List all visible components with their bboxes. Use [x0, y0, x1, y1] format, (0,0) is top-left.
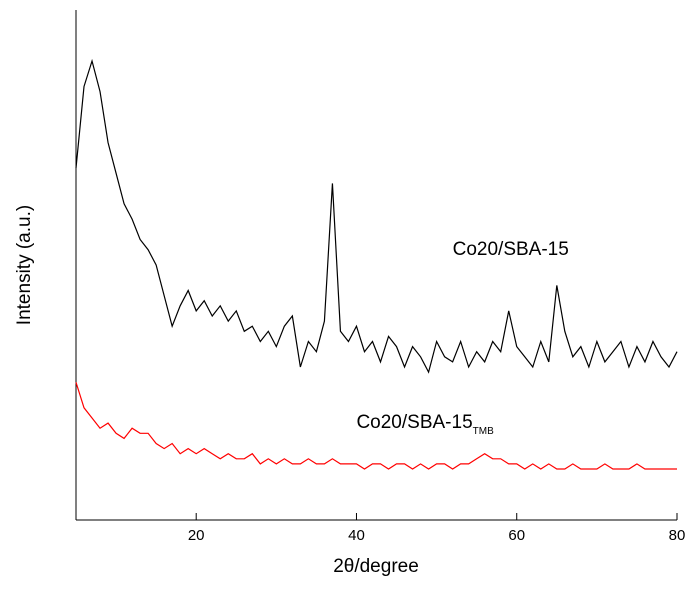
x-tick-label: 80 [669, 527, 686, 544]
series-label: Co20/SBA-15 [453, 239, 569, 260]
x-axis-label: 2θ/degree [333, 556, 419, 577]
x-tick-label: 60 [508, 527, 525, 544]
series-name-subscript: TMB [473, 426, 494, 437]
series-line [75, 382, 677, 470]
series-label: Co20/SBA-15TMB [356, 412, 494, 437]
x-tick-label: 20 [188, 527, 205, 544]
y-axis-label: Intensity (a.u.) [14, 205, 35, 325]
series-name: Co20/SBA-15 [356, 412, 472, 433]
x-tick-label: 40 [348, 527, 365, 544]
series-line [75, 58, 678, 374]
series-name: Co20/SBA-15 [453, 239, 569, 260]
